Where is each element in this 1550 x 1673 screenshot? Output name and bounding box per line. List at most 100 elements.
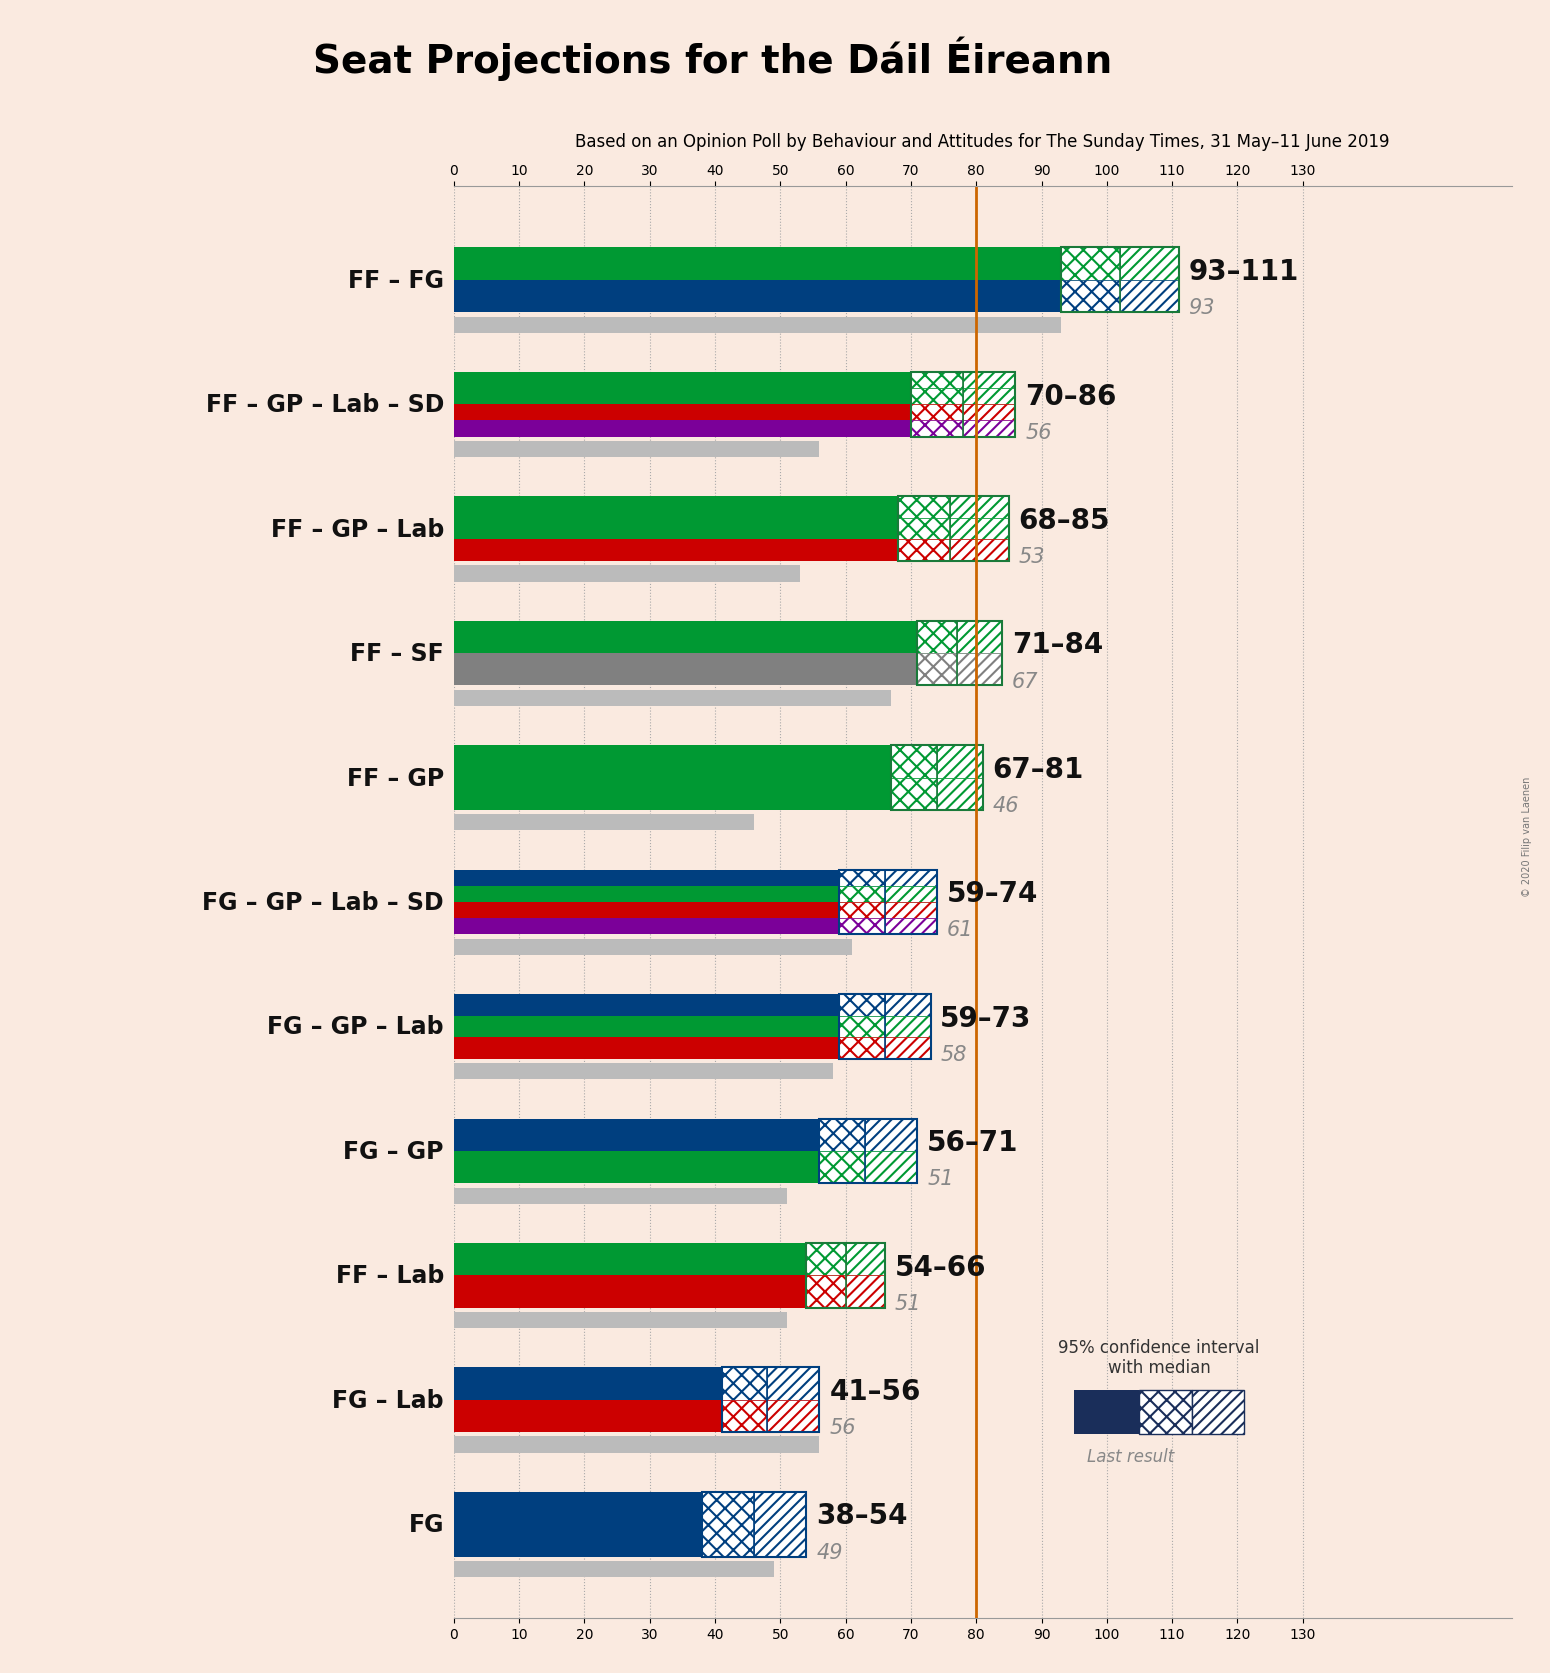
Bar xyxy=(1074,1390,1139,1434)
Text: 56: 56 xyxy=(1025,422,1052,442)
Bar xyxy=(963,373,1015,388)
Bar xyxy=(938,746,983,778)
Bar xyxy=(885,887,938,902)
Bar xyxy=(956,621,1003,654)
Bar xyxy=(963,422,1015,437)
Bar xyxy=(911,405,963,422)
Bar xyxy=(454,442,820,458)
Bar xyxy=(454,1492,702,1556)
Bar xyxy=(755,1492,806,1556)
Bar xyxy=(938,778,983,810)
Text: 56: 56 xyxy=(829,1417,856,1437)
Bar xyxy=(454,281,1062,313)
Bar xyxy=(885,994,930,1016)
Text: FF – GP – Lab – SD: FF – GP – Lab – SD xyxy=(206,393,443,417)
Text: FF – GP – Lab: FF – GP – Lab xyxy=(271,517,443,542)
Bar xyxy=(454,519,897,540)
Bar xyxy=(1062,281,1121,313)
Bar xyxy=(454,422,911,437)
Bar xyxy=(767,1400,820,1432)
Text: FF – FG: FF – FG xyxy=(347,269,443,293)
Bar xyxy=(911,373,1015,437)
Bar xyxy=(454,1016,839,1037)
Bar xyxy=(454,405,911,422)
Text: 68–85: 68–85 xyxy=(1018,507,1110,535)
Bar xyxy=(1139,1390,1192,1434)
Bar xyxy=(454,1037,839,1059)
Text: 51: 51 xyxy=(894,1293,921,1313)
Text: 59–73: 59–73 xyxy=(941,1004,1032,1032)
Bar xyxy=(721,1367,820,1432)
Bar xyxy=(885,870,938,887)
Text: 67–81: 67–81 xyxy=(992,756,1083,783)
Bar xyxy=(897,540,950,562)
Bar xyxy=(454,1119,820,1151)
Bar xyxy=(839,887,885,902)
Bar xyxy=(454,565,800,582)
Text: 58: 58 xyxy=(941,1044,967,1064)
Bar xyxy=(454,1400,721,1432)
Bar xyxy=(885,1016,930,1037)
Text: 49: 49 xyxy=(817,1541,843,1561)
Bar xyxy=(1062,248,1121,281)
Bar xyxy=(911,373,963,388)
Bar xyxy=(891,746,938,778)
Bar xyxy=(918,654,956,686)
Text: 93: 93 xyxy=(1189,298,1215,318)
Text: FG – GP – Lab – SD: FG – GP – Lab – SD xyxy=(203,890,443,915)
Bar xyxy=(454,1275,806,1308)
Bar xyxy=(839,994,930,1059)
Bar xyxy=(839,994,885,1016)
Bar xyxy=(918,621,956,654)
Bar xyxy=(721,1367,767,1400)
Text: Last result: Last result xyxy=(1087,1447,1175,1466)
Bar xyxy=(911,422,963,437)
Text: 56–71: 56–71 xyxy=(927,1129,1018,1156)
Text: FG: FG xyxy=(409,1512,443,1536)
Bar xyxy=(865,1151,918,1183)
Bar xyxy=(950,497,1009,519)
Bar xyxy=(454,248,1062,281)
Text: 71–84: 71–84 xyxy=(1012,631,1104,659)
Bar xyxy=(950,519,1009,540)
Text: 95% confidence interval
with median: 95% confidence interval with median xyxy=(1059,1338,1260,1377)
Bar xyxy=(454,318,1062,333)
Bar xyxy=(963,405,1015,422)
Text: 93–111: 93–111 xyxy=(1189,258,1299,286)
Bar xyxy=(806,1243,846,1275)
Bar xyxy=(820,1151,865,1183)
Text: FF – Lab: FF – Lab xyxy=(336,1263,443,1288)
Bar xyxy=(454,1561,773,1578)
Text: 53: 53 xyxy=(1018,547,1045,567)
Bar xyxy=(897,519,950,540)
Bar xyxy=(1062,248,1178,313)
Bar xyxy=(454,887,839,902)
Bar xyxy=(846,1243,885,1275)
Text: 70–86: 70–86 xyxy=(1025,383,1116,410)
Bar xyxy=(454,497,897,519)
Bar xyxy=(956,654,1003,686)
Bar xyxy=(897,497,1009,562)
Bar xyxy=(806,1243,885,1308)
Text: 46: 46 xyxy=(992,795,1018,815)
Bar xyxy=(454,1064,832,1079)
Bar xyxy=(454,1437,820,1452)
Bar xyxy=(454,939,852,955)
Bar xyxy=(454,1312,787,1328)
Bar xyxy=(721,1400,767,1432)
Text: Seat Projections for the Dáil Éireann: Seat Projections for the Dáil Éireann xyxy=(313,37,1113,82)
Bar xyxy=(839,902,885,918)
Bar xyxy=(1121,248,1178,281)
Bar xyxy=(897,497,950,519)
Bar xyxy=(454,870,839,887)
Bar xyxy=(454,540,897,562)
Text: FG – GP: FG – GP xyxy=(344,1139,443,1163)
Text: 41–56: 41–56 xyxy=(829,1377,921,1405)
Bar xyxy=(891,778,938,810)
Bar xyxy=(820,1119,918,1183)
Text: 51: 51 xyxy=(927,1168,953,1188)
Text: FF – SF: FF – SF xyxy=(350,642,443,666)
Bar xyxy=(885,918,938,935)
Bar xyxy=(885,1037,930,1059)
Title: Based on an Opinion Poll by Behaviour and Attitudes for The Sunday Times, 31 May: Based on an Opinion Poll by Behaviour an… xyxy=(575,134,1390,151)
